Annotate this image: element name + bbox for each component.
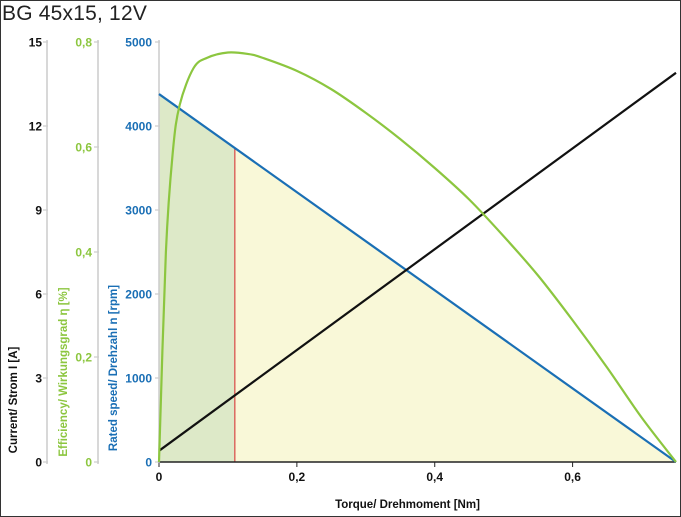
x-axis-title: Torque/ Drehmoment [Nm] xyxy=(335,499,480,511)
efficiency-tick-label: 0 xyxy=(85,456,92,470)
fill-region-left xyxy=(159,94,235,462)
efficiency-axis-title: Efficiency/ Wirkungsgrad η [%] xyxy=(58,287,70,456)
current-tick-label: 12 xyxy=(29,120,43,134)
current-series-line xyxy=(158,71,677,452)
efficiency-tick-label: 0,4 xyxy=(75,246,92,260)
efficiency-tick-label: 0,6 xyxy=(75,141,92,155)
current-tick-label: 3 xyxy=(35,372,42,386)
current-tick-label: 0 xyxy=(35,456,42,470)
speed-tick-label: 5000 xyxy=(125,36,152,50)
current-tick-label: 9 xyxy=(35,204,42,218)
speed-series-line xyxy=(158,93,677,463)
speed-tick-label: 4000 xyxy=(125,120,152,134)
efficiency-tick-label: 0,2 xyxy=(75,351,92,365)
current-axis-title: Current/ Strom I [A] xyxy=(8,346,20,453)
speed-tick-label: 1000 xyxy=(125,372,152,386)
current-tick-label: 15 xyxy=(29,36,43,50)
x-tick-label: 0,2 xyxy=(289,470,306,484)
efficiency-series-line xyxy=(157,51,677,463)
efficiency-tick-label: 0,8 xyxy=(75,36,92,50)
chart-title: BG 45x15, 12V xyxy=(2,2,148,25)
speed-axis-title: Rated speed/ Drehzahl n [rpm] xyxy=(108,285,120,451)
speed-tick-label: 0 xyxy=(145,456,152,470)
current-tick-label: 6 xyxy=(35,288,42,302)
speed-tick-label: 3000 xyxy=(125,204,152,218)
x-tick-label: 0 xyxy=(156,470,163,484)
speed-tick-label: 2000 xyxy=(125,288,152,302)
x-tick-label: 0,4 xyxy=(426,470,443,484)
x-tick-label: 0,6 xyxy=(564,470,581,484)
